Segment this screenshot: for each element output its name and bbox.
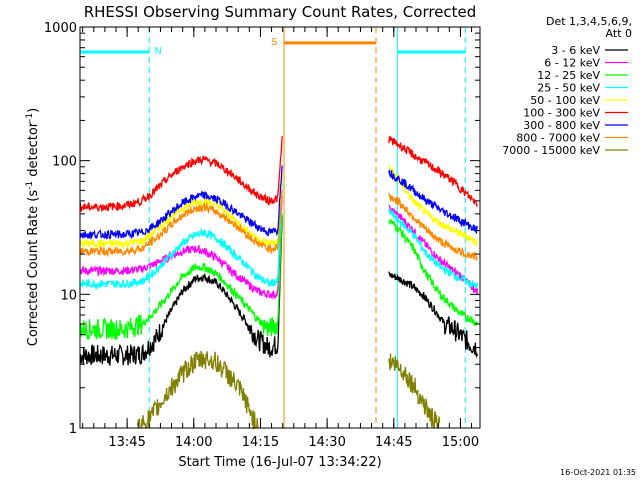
legend-header-line-2: Att 0 [606,27,632,40]
y-axis-label-sup2: -1 [25,113,35,122]
annotation-label: S [271,37,277,48]
y-tick-label: 100 [52,155,77,170]
legend-label: 12 - 25 keV [537,69,600,82]
annotations: NS [80,37,466,57]
series-7000-15000kev [137,350,441,431]
legend-label: 100 - 300 keV [523,107,600,120]
legend-label: 7000 - 15000 keV [502,144,600,157]
series-100-300kev [79,135,478,213]
x-tick-label: 13:45 [108,435,145,450]
series-line [79,189,283,258]
series-line [388,208,479,290]
y-tick-label: 1000 [44,21,77,36]
series-line [388,204,479,295]
series-line [79,213,283,341]
series-line [388,219,479,326]
series-line [79,136,283,213]
x-tick-label: 14:30 [308,435,345,450]
series-line [79,179,283,291]
plot-frame [79,26,481,429]
series-layer [79,135,479,431]
series-line [388,164,478,246]
x-tick-label: 15:00 [442,435,479,450]
legend-label: 3 - 6 keV [551,44,600,57]
legend-label: 800 - 7000 keV [516,132,600,145]
y-axis-label-end: ) [26,108,41,113]
legend-label: 300 - 800 keV [523,119,600,132]
y-axis-label-main: Corrected Count Rate (s [26,190,41,347]
series-300-800kev [79,165,478,241]
x-tick-label: 14:45 [375,435,412,450]
series-line [137,350,259,431]
series-800-7000kev [79,189,479,262]
series-line [388,169,478,234]
series-3-6kev [79,216,479,367]
series-line [388,271,479,359]
y-axis-label-sup1: -1 [25,181,35,190]
footer-timestamp: 16-Oct-2021 01:35 [560,468,636,477]
series-line [388,192,479,262]
series-line [388,135,478,208]
legend-label: 25 - 50 keV [537,82,600,95]
x-tick-label: 14:15 [242,435,279,450]
legend-header-line-1: Det 1,3,4,5,6,9, [546,15,632,28]
annotation-label: N [154,46,161,57]
y-tick-label: 10 [60,288,77,303]
y-axis-label: Corrected Count Rate (s-1 detector-1) [25,108,41,346]
legend-label: 50 - 100 keV [530,94,600,107]
y-tick-label: 1 [69,422,77,437]
series-6-12kev [79,196,479,300]
series-line [79,165,283,241]
y-axis-label-mid: detector [26,121,41,181]
series-25-50kev [79,179,479,291]
series-12-25kev [79,213,479,341]
legend-label: 6 - 12 keV [544,57,600,70]
axes: 13:45 14:00 14:15 14:30 14:45 15:00 1 10 100 1000 [44,21,480,450]
x-tick-label: 14:00 [175,435,212,450]
x-axis-label: Start Time (16-Jul-07 13:34:22) [178,455,381,470]
series-line [79,216,283,367]
chart-title: RHESSI Observing Summary Count Rates, Co… [84,3,477,21]
series-line [388,353,441,429]
series-line [79,196,283,300]
